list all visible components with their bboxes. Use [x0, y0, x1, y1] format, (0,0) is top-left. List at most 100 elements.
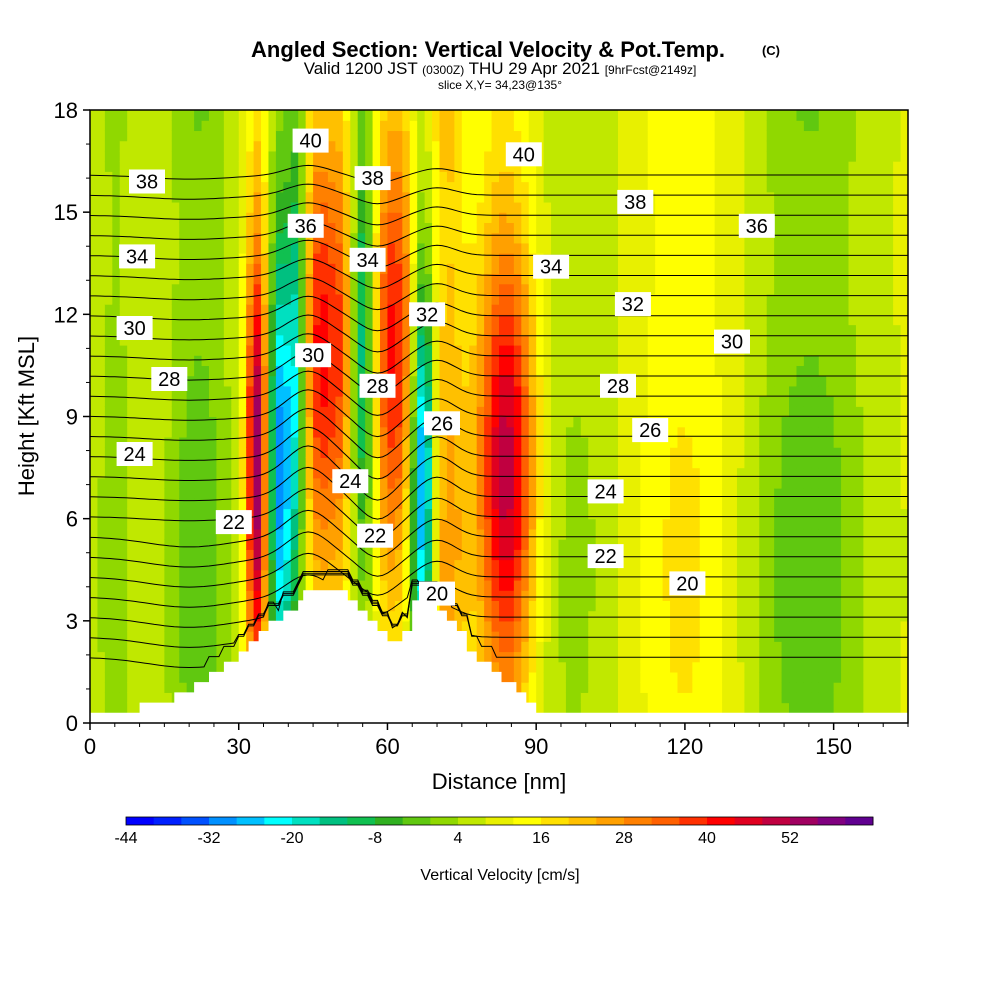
heatmap-cell	[283, 334, 292, 346]
heatmap-cell	[186, 651, 195, 663]
heatmap-cell	[595, 355, 604, 367]
heatmap-cell	[610, 702, 619, 714]
heatmap-cell	[446, 528, 455, 540]
heatmap-cell	[320, 498, 329, 510]
heatmap-cell	[617, 498, 627, 510]
heatmap-cell	[156, 600, 165, 612]
heatmap-cell	[536, 579, 545, 591]
heatmap-cell	[707, 692, 716, 704]
heatmap-cell	[499, 212, 508, 223]
heatmap-cell	[327, 222, 336, 234]
heatmap-cell	[164, 651, 173, 663]
heatmap-cell	[179, 232, 188, 244]
heatmap-cell	[350, 191, 359, 203]
heatmap-cell	[142, 344, 151, 356]
heatmap-cell	[417, 110, 426, 121]
heatmap-cell	[499, 344, 508, 356]
heatmap-cell	[684, 365, 693, 377]
heatmap-cell	[402, 242, 411, 254]
heatmap-cell	[305, 396, 314, 407]
heatmap-cell	[684, 232, 693, 244]
heatmap-cell	[119, 222, 128, 234]
heatmap-cell	[223, 600, 232, 612]
heatmap-cell	[461, 447, 470, 458]
heatmap-cell	[253, 396, 262, 407]
heatmap-cell	[647, 396, 656, 407]
heatmap-cell	[268, 590, 277, 601]
heatmap-cell	[699, 385, 708, 397]
heatmap-cell	[521, 110, 530, 121]
heatmap-cell	[610, 579, 619, 591]
heatmap-cell	[313, 324, 322, 336]
heatmap-cell	[454, 171, 463, 183]
heatmap-cell	[446, 467, 455, 479]
heatmap-cell	[268, 457, 277, 469]
heatmap-cell	[692, 242, 701, 254]
heatmap-cell	[506, 232, 515, 244]
heatmap-cell	[662, 263, 671, 275]
heatmap-cell	[238, 365, 247, 377]
heatmap-cell	[253, 569, 262, 581]
heatmap-cell	[156, 120, 165, 132]
heatmap-cell	[208, 549, 218, 561]
heatmap-cell	[617, 242, 627, 254]
heatmap-cell	[350, 222, 359, 234]
heatmap-cell	[640, 171, 649, 183]
heatmap-cell	[536, 631, 545, 642]
heatmap-cell	[402, 334, 411, 346]
heatmap-cell	[261, 314, 270, 326]
heatmap-cell	[97, 242, 106, 254]
heatmap-cell	[617, 140, 627, 152]
heatmap-cell	[223, 651, 232, 663]
heatmap-cell	[595, 447, 604, 458]
heatmap-cell	[580, 375, 589, 387]
heatmap-cell	[499, 375, 508, 387]
forecast-info: [9hrFcst@2149z]	[605, 63, 697, 77]
heatmap-cell	[551, 528, 560, 540]
heatmap-cell	[499, 457, 508, 469]
heatmap-cell	[699, 283, 708, 295]
heatmap-cell	[692, 467, 701, 479]
heatmap-cell	[617, 263, 627, 275]
heatmap-cell	[588, 641, 597, 653]
heatmap-cell	[521, 232, 530, 244]
heatmap-cell	[521, 201, 530, 213]
heatmap-cell	[231, 528, 240, 540]
heatmap-cell	[528, 222, 537, 234]
heatmap-cell	[692, 396, 701, 407]
heatmap-cell	[387, 304, 396, 315]
heatmap-cell	[402, 447, 411, 458]
heatmap-cell	[484, 498, 493, 510]
heatmap-cell	[640, 590, 649, 601]
heatmap-cell	[536, 641, 545, 653]
heatmap-cell	[625, 600, 634, 612]
heatmap-cell	[484, 477, 493, 489]
heatmap-cell	[699, 191, 708, 203]
heatmap-cell	[692, 559, 701, 571]
heatmap-cell	[580, 232, 589, 244]
heatmap-cell	[543, 161, 552, 172]
heatmap-cell	[320, 191, 329, 203]
heatmap-cell	[387, 212, 396, 223]
heatmap-cell	[551, 110, 560, 121]
heatmap-cell	[149, 283, 158, 295]
heatmap-cell	[238, 406, 247, 418]
heatmap-cell	[454, 232, 463, 244]
heatmap-cell	[127, 641, 136, 653]
heatmap-cell	[461, 426, 470, 438]
heatmap-cell	[402, 549, 411, 561]
heatmap-cell	[647, 610, 656, 622]
heatmap-cell	[149, 396, 158, 407]
heatmap-cell	[394, 222, 403, 234]
heatmap-cell	[573, 559, 582, 571]
heatmap-cell	[305, 508, 314, 520]
heatmap-cell	[179, 120, 188, 132]
heatmap-cell	[417, 344, 426, 356]
heatmap-cell	[179, 130, 188, 142]
heatmap-cell	[506, 283, 515, 295]
heatmap-cell	[432, 242, 441, 254]
heatmap-cell	[186, 569, 195, 581]
heatmap-cell	[127, 120, 136, 132]
heatmap-cell	[104, 539, 113, 550]
heatmap-cell	[261, 191, 270, 203]
